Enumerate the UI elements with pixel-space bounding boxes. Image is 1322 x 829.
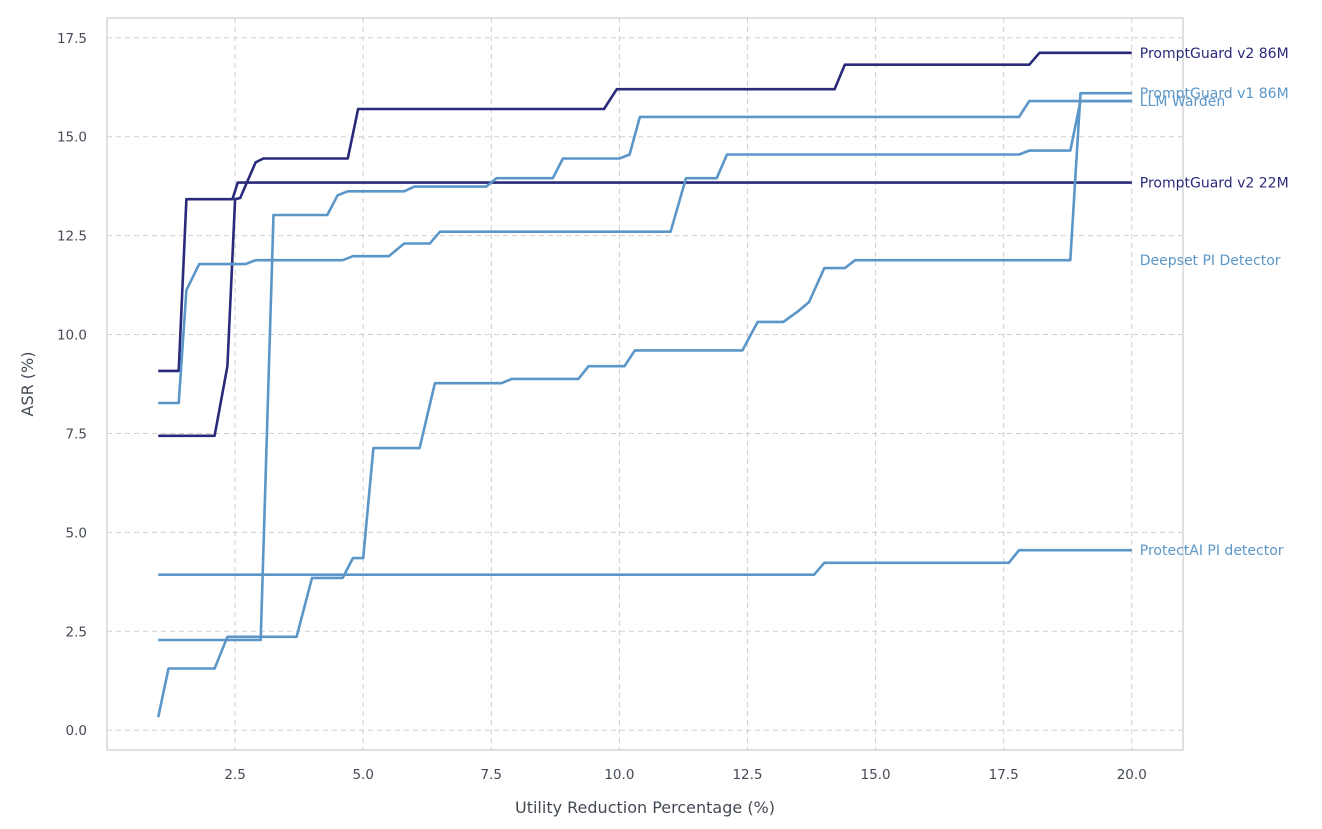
y-tick-label: 15.0 bbox=[57, 130, 87, 146]
y-tick-label: 5.0 bbox=[66, 525, 87, 541]
y-tick-label: 12.5 bbox=[57, 229, 87, 245]
y-axis-ticks: 0.0 2.5 5.0 7.5 10.0 12.5 15.0 17.5 bbox=[57, 31, 87, 739]
x-tick-label: 20.0 bbox=[1117, 767, 1147, 783]
series-line bbox=[158, 99, 1132, 642]
series-line bbox=[158, 99, 1132, 405]
series-end-labels: PromptGuard v2 86M PromptGuard v1 86MLLM … bbox=[1140, 46, 1289, 559]
series-line bbox=[158, 548, 1132, 576]
y-tick-label: 7.5 bbox=[66, 426, 87, 442]
x-axis-title: Utility Reduction Percentage (%) bbox=[515, 798, 775, 817]
series-end-label: LLM Warden bbox=[1140, 94, 1226, 110]
y-tick-label: 17.5 bbox=[57, 31, 87, 47]
series-line bbox=[158, 51, 1132, 438]
series-line bbox=[158, 181, 1132, 373]
x-tick-label: 15.0 bbox=[861, 767, 891, 783]
grid bbox=[107, 18, 1183, 750]
x-tick-label: 12.5 bbox=[732, 767, 762, 783]
series-end-label: ProtectAI PI detector bbox=[1140, 543, 1284, 559]
series-end-label: Deepset PI Detector bbox=[1140, 253, 1281, 269]
series-end-label: PromptGuard v1 86M bbox=[1140, 86, 1289, 102]
series-line bbox=[156, 91, 1132, 718]
x-tick-label: 7.5 bbox=[481, 767, 502, 783]
x-tick-label: 10.0 bbox=[604, 767, 634, 783]
x-axis-ticks: 2.5 5.0 7.5 10.0 12.5 15.0 17.5 20.0 bbox=[224, 767, 1146, 783]
series-end-label: PromptGuard v2 86M bbox=[1140, 46, 1289, 62]
series-end-label: PromptGuard v2 22M bbox=[1140, 176, 1289, 192]
x-tick-label: 5.0 bbox=[352, 767, 373, 783]
x-tick-label: 17.5 bbox=[989, 767, 1019, 783]
series-lines bbox=[156, 51, 1132, 718]
x-tick-label: 2.5 bbox=[224, 767, 245, 783]
y-tick-label: 0.0 bbox=[66, 723, 87, 739]
y-tick-label: 2.5 bbox=[66, 624, 87, 640]
y-tick-label: 10.0 bbox=[57, 328, 87, 344]
plot-frame bbox=[106, 17, 1184, 751]
y-axis-title: ASR (%) bbox=[18, 352, 37, 417]
